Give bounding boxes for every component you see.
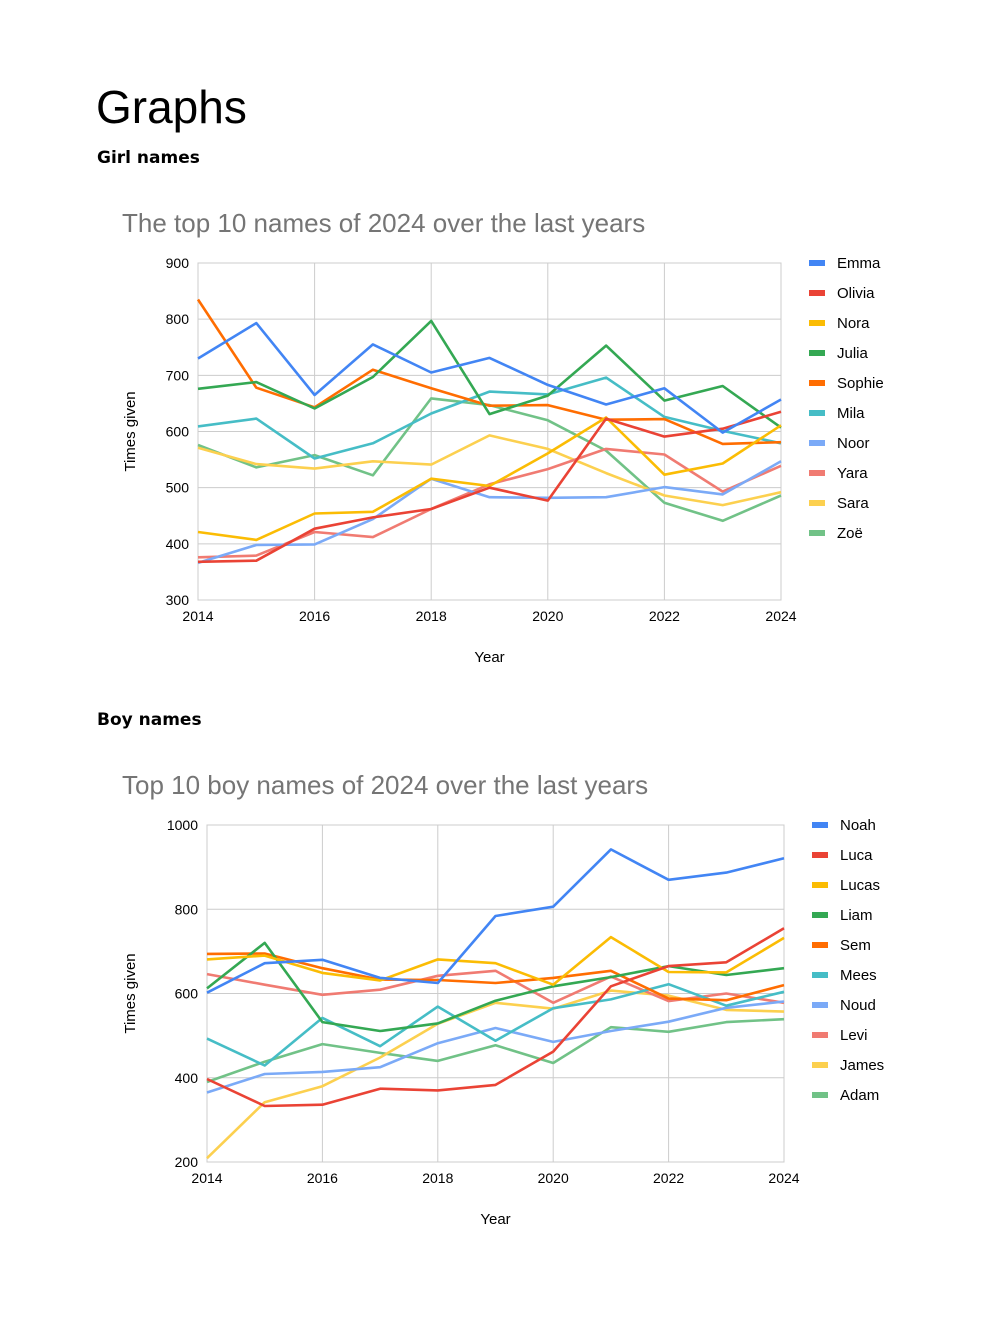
legend-swatch-lucas <box>812 882 828 888</box>
legend-label-nora: Nora <box>837 315 870 332</box>
series-line-mees <box>206 982 785 1067</box>
legend-swatch-julia <box>809 350 825 356</box>
y-tick-label: 900 <box>166 255 190 271</box>
chart-title: Top 10 boy names of 2024 over the last y… <box>122 770 648 800</box>
legend-label-levi: Levi <box>840 1027 868 1044</box>
plot-frame <box>206 824 785 1163</box>
y-tick-label: 600 <box>175 986 199 1002</box>
legend-swatch-luca <box>812 852 828 858</box>
legend-label-sophie: Sophie <box>837 375 884 392</box>
legend-label-zoe: Zoë <box>837 525 863 542</box>
plot-frame <box>197 262 782 601</box>
legend-label-james: James <box>840 1057 884 1074</box>
x-axis-title: Year <box>474 649 504 666</box>
series-line-sara <box>197 434 782 507</box>
y-tick-label: 300 <box>166 592 190 608</box>
y-tick-label: 500 <box>166 480 190 496</box>
legend-label-sara: Sara <box>837 495 869 512</box>
x-tick-label: 2014 <box>182 608 213 624</box>
boys-names-line-chart: Top 10 boy names of 2024 over the last y… <box>122 770 884 1228</box>
x-tick-label: 2020 <box>532 608 563 624</box>
legend-swatch-james <box>812 1062 828 1068</box>
legend-swatch-yara <box>809 470 825 476</box>
x-tick-label: 2020 <box>538 1170 569 1186</box>
y-tick-label: 400 <box>166 536 190 552</box>
series-line-lucas <box>206 935 785 986</box>
legend-swatch-sem <box>812 942 828 948</box>
legend-label-lucas: Lucas <box>840 877 880 894</box>
legend-label-adam: Adam <box>840 1087 879 1104</box>
series-line-noor <box>197 460 782 565</box>
legend-swatch-noor <box>809 440 825 446</box>
legend-label-liam: Liam <box>840 907 873 924</box>
x-tick-label: 2022 <box>653 1170 684 1186</box>
legend-swatch-sara <box>809 500 825 506</box>
series-line-luca <box>206 927 785 1108</box>
legend-label-yara: Yara <box>837 465 868 482</box>
y-tick-label: 600 <box>166 424 190 440</box>
boys-section-heading: Boy names <box>97 710 202 730</box>
legend-label-luca: Luca <box>840 847 873 864</box>
legend-label-sem: Sem <box>840 937 871 954</box>
series-line-sophie <box>196 298 782 446</box>
series-line-noah <box>206 848 785 994</box>
x-tick-label: 2018 <box>422 1170 453 1186</box>
legend-label-noud: Noud <box>840 997 876 1014</box>
y-axis-title: Times given <box>122 391 139 471</box>
x-tick-label: 2018 <box>416 608 447 624</box>
legend-label-mees: Mees <box>840 967 877 984</box>
legend-swatch-noud <box>812 1002 828 1008</box>
x-axis-title: Year <box>480 1211 510 1228</box>
legend-label-noah: Noah <box>840 817 876 834</box>
legend-label-noor: Noor <box>837 435 870 452</box>
series-line-adam <box>206 1017 785 1084</box>
legend-swatch-nora <box>809 320 825 326</box>
series-line-emma <box>197 321 782 434</box>
y-tick-label: 700 <box>166 367 190 383</box>
legend-swatch-levi <box>812 1032 828 1038</box>
girls-section-heading: Girl names <box>97 148 200 168</box>
legend-label-julia: Julia <box>837 345 869 362</box>
series-line-zoe <box>197 397 782 523</box>
series-line-levi <box>206 969 785 1005</box>
y-tick-label: 400 <box>175 1070 199 1086</box>
legend-swatch-sophie <box>809 380 825 386</box>
series-line-julia <box>197 319 782 429</box>
legend-swatch-liam <box>812 912 828 918</box>
legend-swatch-mila <box>809 410 825 416</box>
x-tick-label: 2024 <box>768 1170 799 1186</box>
series-line-olivia <box>197 410 782 564</box>
y-tick-label: 1000 <box>167 817 198 833</box>
x-tick-label: 2014 <box>191 1170 222 1186</box>
legend-label-emma: Emma <box>837 255 881 272</box>
series-line-nora <box>197 416 782 542</box>
x-tick-label: 2016 <box>299 608 330 624</box>
legend-swatch-adam <box>812 1092 828 1098</box>
y-tick-label: 800 <box>166 311 190 327</box>
legend-swatch-emma <box>809 260 825 266</box>
y-tick-label: 200 <box>175 1154 199 1170</box>
girls-names-line-chart: The top 10 names of 2024 over the last y… <box>122 208 884 666</box>
series-line-sem <box>206 952 785 1002</box>
series-line-noud <box>206 1000 785 1094</box>
chart-title: The top 10 names of 2024 over the last y… <box>122 208 645 238</box>
series-line-mila <box>197 376 782 460</box>
y-tick-label: 800 <box>175 901 199 917</box>
x-tick-label: 2024 <box>765 608 796 624</box>
legend-swatch-mees <box>812 972 828 978</box>
legend-swatch-olivia <box>809 290 825 296</box>
document-title: Graphs <box>96 81 247 133</box>
x-tick-label: 2022 <box>649 608 680 624</box>
legend-label-olivia: Olivia <box>837 285 875 302</box>
y-axis-title: Times given <box>122 953 139 1033</box>
series-line-liam <box>206 941 785 1033</box>
x-tick-label: 2016 <box>307 1170 338 1186</box>
legend-swatch-zoe <box>809 530 825 536</box>
legend-label-mila: Mila <box>837 405 865 422</box>
legend-swatch-noah <box>812 822 828 828</box>
